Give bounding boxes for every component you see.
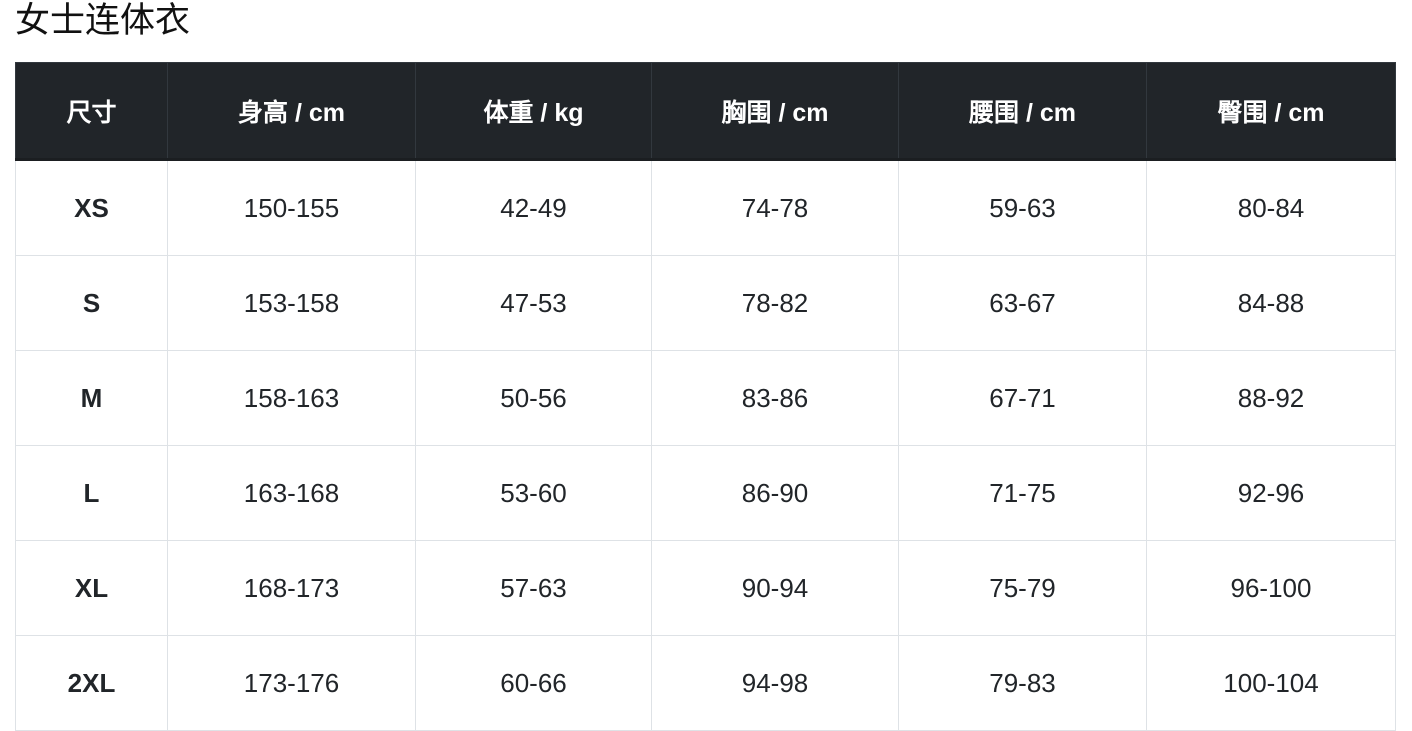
measurement-cell: 59-63 <box>898 159 1147 256</box>
size-chart-table: 尺寸 身高 / cm 体重 / kg 胸围 / cm 腰围 / cm 臀围 / cm XS… <box>15 62 1396 731</box>
column-header: 臀围 / cm <box>1146 62 1396 161</box>
measurement-cell: 63-67 <box>898 255 1147 351</box>
size-cell: XS <box>15 159 168 256</box>
column-header: 身高 / cm <box>167 62 416 161</box>
measurement-cell: 74-78 <box>651 159 899 256</box>
table-row: L 163-168 53-60 86-90 71-75 92-96 <box>15 445 1396 541</box>
measurement-cell: 150-155 <box>167 159 416 256</box>
column-header: 腰围 / cm <box>898 62 1147 161</box>
table-row: M 158-163 50-56 83-86 67-71 88-92 <box>15 350 1396 446</box>
page-title: 女士连体衣 <box>15 1 191 40</box>
measurement-cell: 78-82 <box>651 255 899 351</box>
measurement-cell: 163-168 <box>167 445 416 541</box>
size-cell: XL <box>15 540 168 636</box>
measurement-cell: 42-49 <box>415 159 652 256</box>
measurement-cell: 83-86 <box>651 350 899 446</box>
table-header-row: 尺寸 身高 / cm 体重 / kg 胸围 / cm 腰围 / cm 臀围 / cm <box>15 62 1396 161</box>
measurement-cell: 47-53 <box>415 255 652 351</box>
table-row: S 153-158 47-53 78-82 63-67 84-88 <box>15 255 1396 351</box>
measurement-cell: 158-163 <box>167 350 416 446</box>
measurement-cell: 84-88 <box>1146 255 1396 351</box>
column-header: 体重 / kg <box>415 62 652 161</box>
measurement-cell: 71-75 <box>898 445 1147 541</box>
size-cell: 2XL <box>15 635 168 731</box>
table-row: XS 150-155 42-49 74-78 59-63 80-84 <box>15 159 1396 256</box>
measurement-cell: 50-56 <box>415 350 652 446</box>
measurement-cell: 153-158 <box>167 255 416 351</box>
size-cell: M <box>15 350 168 446</box>
measurement-cell: 53-60 <box>415 445 652 541</box>
column-header: 胸围 / cm <box>651 62 899 161</box>
measurement-cell: 92-96 <box>1146 445 1396 541</box>
measurement-cell: 79-83 <box>898 635 1147 731</box>
size-cell: S <box>15 255 168 351</box>
measurement-cell: 60-66 <box>415 635 652 731</box>
measurement-cell: 96-100 <box>1146 540 1396 636</box>
column-header: 尺寸 <box>15 62 168 161</box>
measurement-cell: 80-84 <box>1146 159 1396 256</box>
table-row: 2XL 173-176 60-66 94-98 79-83 100-104 <box>15 635 1396 731</box>
measurement-cell: 86-90 <box>651 445 899 541</box>
measurement-cell: 94-98 <box>651 635 899 731</box>
measurement-cell: 100-104 <box>1146 635 1396 731</box>
measurement-cell: 88-92 <box>1146 350 1396 446</box>
measurement-cell: 57-63 <box>415 540 652 636</box>
measurement-cell: 168-173 <box>167 540 416 636</box>
measurement-cell: 67-71 <box>898 350 1147 446</box>
measurement-cell: 173-176 <box>167 635 416 731</box>
size-cell: L <box>15 445 168 541</box>
measurement-cell: 75-79 <box>898 540 1147 636</box>
table-row: XL 168-173 57-63 90-94 75-79 96-100 <box>15 540 1396 636</box>
measurement-cell: 90-94 <box>651 540 899 636</box>
